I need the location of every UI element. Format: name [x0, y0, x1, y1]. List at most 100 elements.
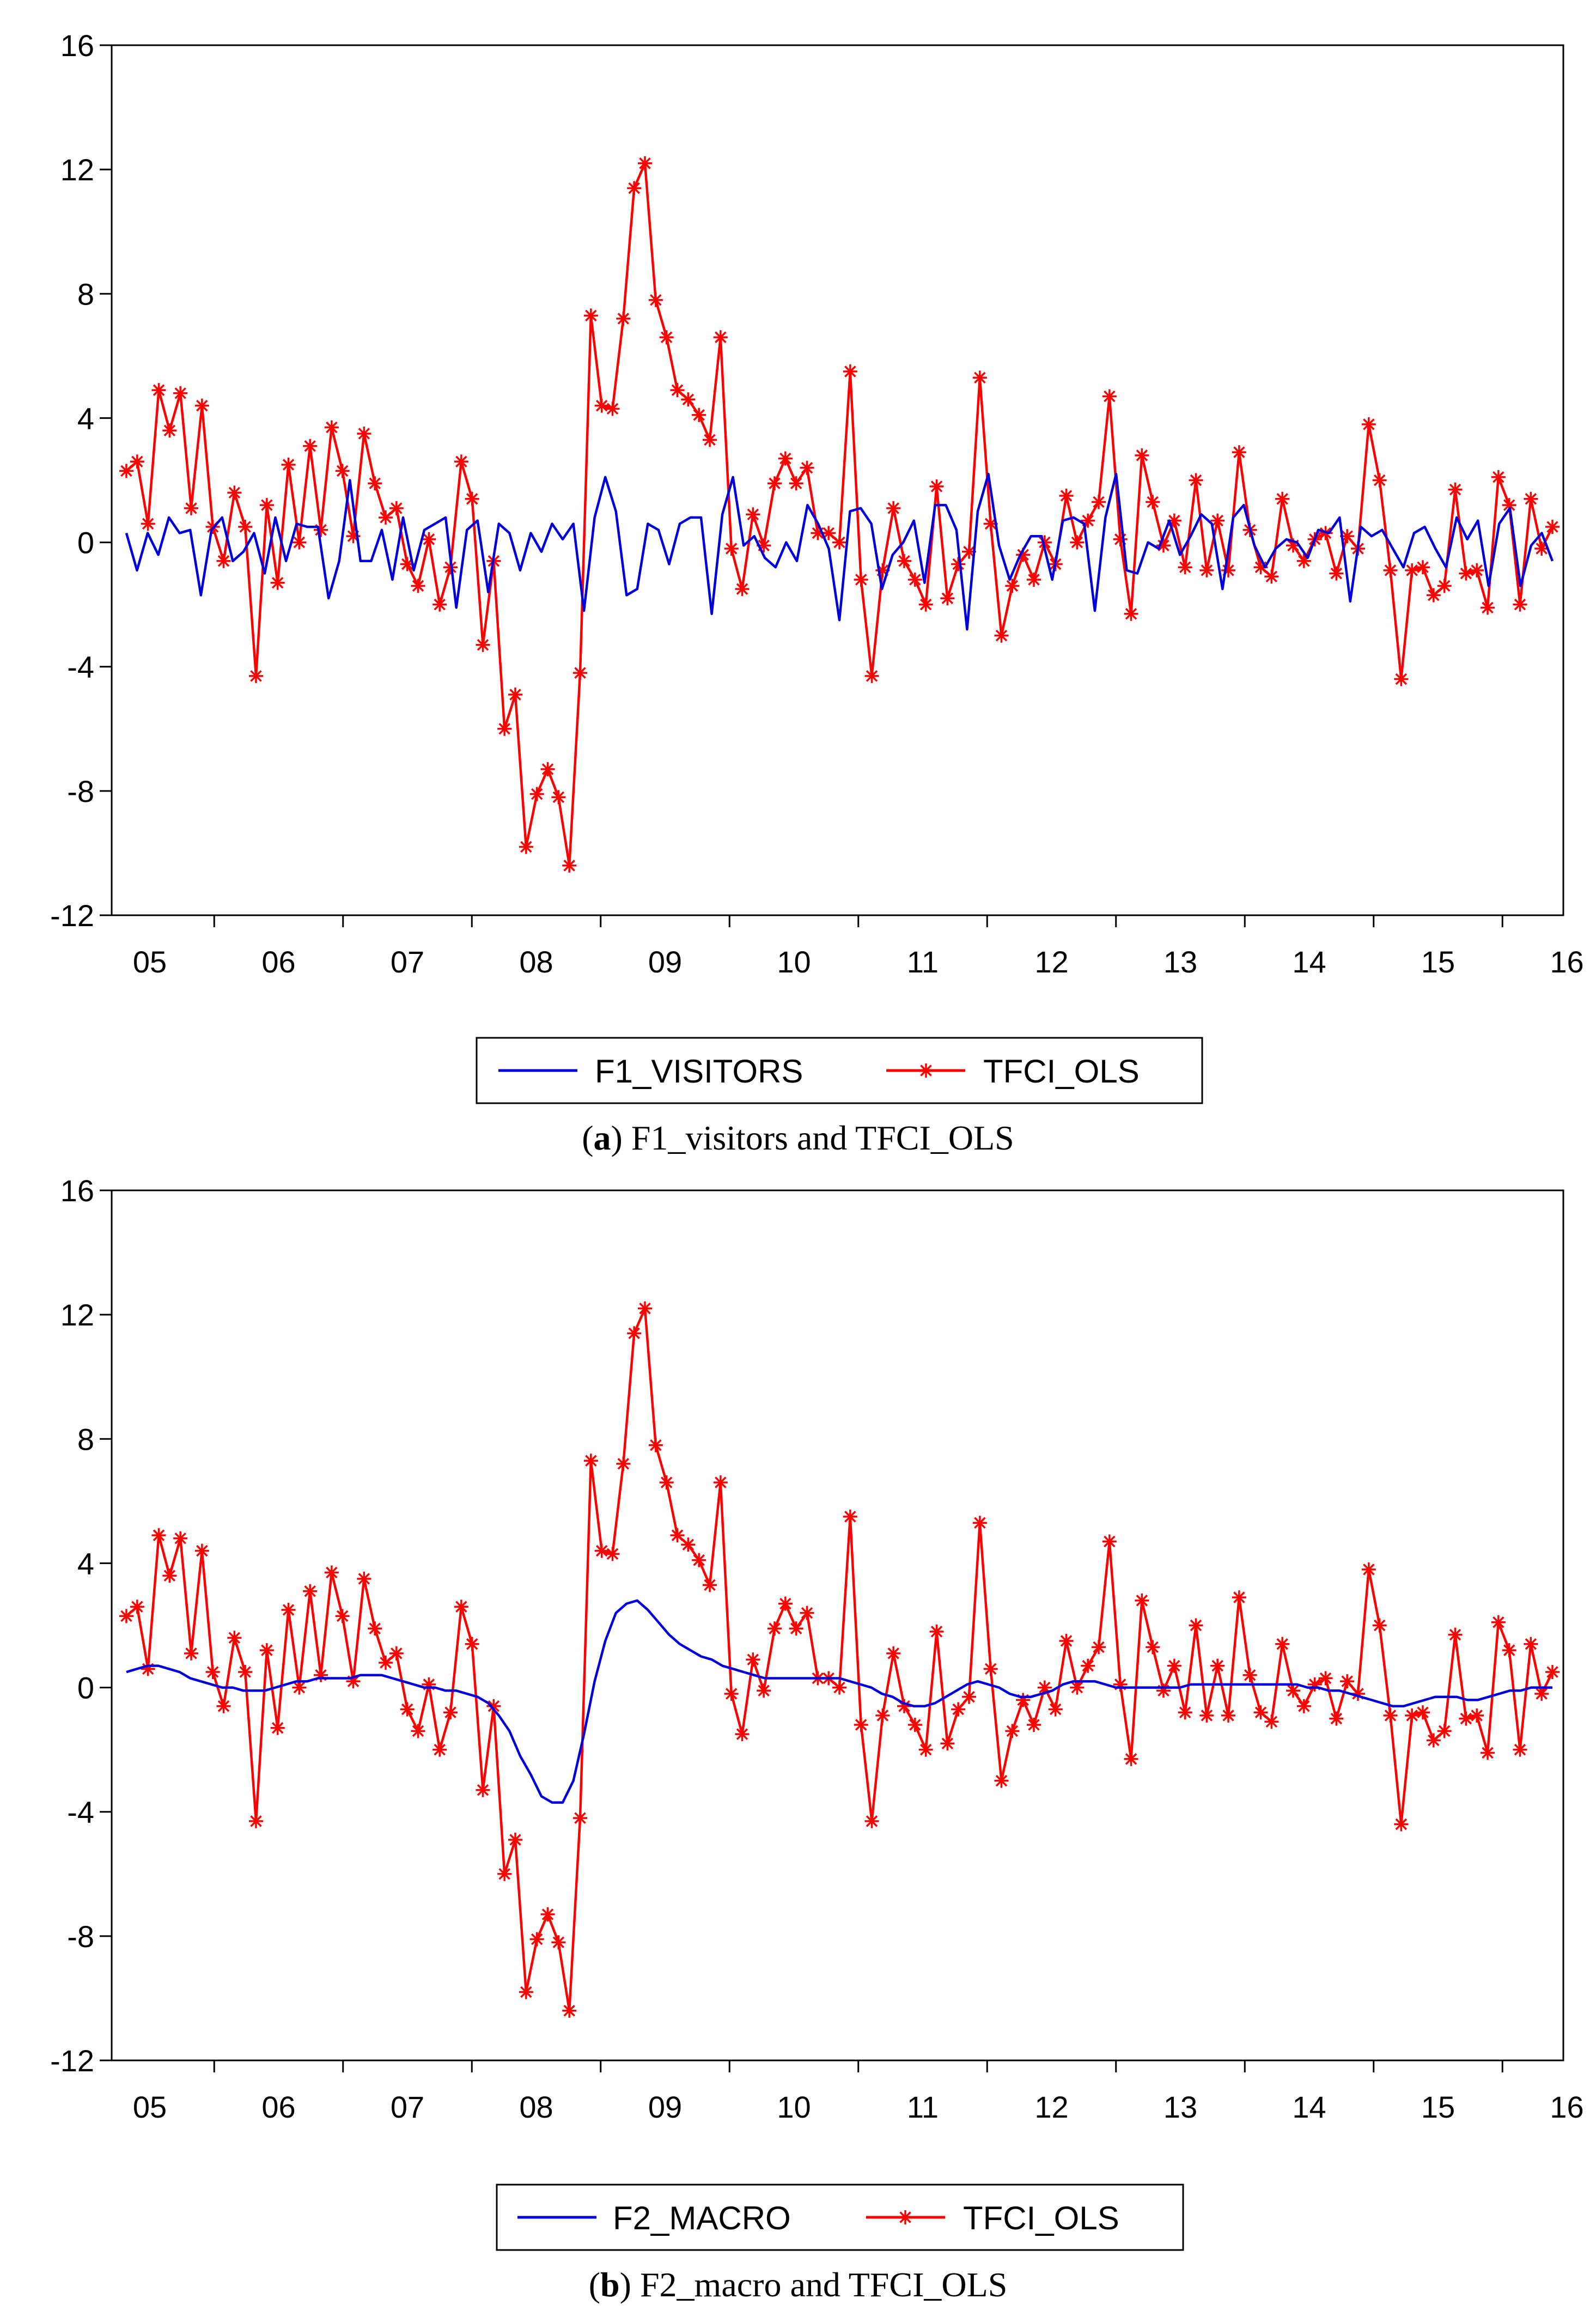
- data-point-tfci-ols: [897, 554, 911, 568]
- x-tick-label: 16: [1550, 2090, 1583, 2124]
- data-point-tfci-ols: [1113, 1677, 1128, 1692]
- data-point-tfci-ols: [1027, 573, 1041, 587]
- data-point-tfci-ols: [843, 364, 857, 379]
- y-tick-label: 8: [77, 1422, 94, 1456]
- data-point-tfci-ols: [324, 1565, 339, 1580]
- data-point-tfci-ols: [1383, 563, 1398, 577]
- data-point-tfci-ols: [422, 532, 436, 546]
- legend-label-f1-visitors: F1_VISITORS: [595, 1053, 803, 1090]
- data-point-tfci-ols: [1264, 569, 1279, 584]
- data-point-tfci-ols: [1199, 563, 1214, 577]
- data-point-tfci-ols: [929, 479, 944, 494]
- x-tick-label: 06: [261, 945, 295, 979]
- data-point-tfci-ols: [659, 1475, 674, 1490]
- data-point-tfci-ols: [583, 308, 598, 323]
- data-point-tfci-ols: [1394, 1817, 1409, 1832]
- data-point-tfci-ols: [162, 423, 177, 438]
- data-point-tfci-ols: [173, 386, 188, 400]
- data-point-tfci-ols: [713, 330, 728, 345]
- data-point-tfci-ols: [854, 573, 868, 587]
- caption-a-text: F1_visitors and TFCI_OLS: [631, 1118, 1014, 1157]
- data-point-tfci-ols: [259, 1643, 274, 1658]
- data-point-tfci-ols: [1048, 1702, 1063, 1717]
- data-point-tfci-ols: [1027, 1718, 1041, 1732]
- y-tick-label: -12: [50, 2044, 94, 2078]
- data-point-tfci-ols: [1329, 1711, 1344, 1726]
- data-point-tfci-ols: [1081, 513, 1095, 528]
- data-point-tfci-ols: [249, 1814, 263, 1828]
- data-point-tfci-ols: [281, 457, 296, 472]
- data-point-tfci-ols: [800, 460, 814, 475]
- data-point-tfci-ols: [1135, 1593, 1149, 1608]
- data-point-tfci-ols: [357, 1571, 371, 1586]
- data-point-tfci-ols: [940, 1736, 955, 1751]
- data-point-tfci-ols: [1264, 1714, 1279, 1729]
- data-point-tfci-ols: [1275, 491, 1290, 506]
- data-point-tfci-ols: [864, 1814, 879, 1828]
- x-tick-label: 10: [777, 945, 811, 979]
- data-point-tfci-ols: [983, 1662, 998, 1676]
- data-point-tfci-ols: [951, 1702, 966, 1717]
- data-point-tfci-ols: [1545, 520, 1560, 534]
- data-point-tfci-ols: [681, 392, 696, 407]
- data-point-tfci-ols: [422, 1677, 436, 1692]
- data-point-tfci-ols: [1005, 1724, 1020, 1738]
- legend-label-tfci-ols: TFCI_OLS: [963, 2200, 1119, 2236]
- data-point-tfci-ols: [411, 1724, 425, 1738]
- data-point-tfci-ols: [1232, 1590, 1246, 1605]
- data-point-tfci-ols: [1361, 417, 1376, 431]
- data-point-tfci-ols: [540, 1907, 555, 1921]
- data-point-tfci-ols: [1481, 600, 1495, 615]
- data-point-tfci-ols: [703, 433, 717, 447]
- data-point-tfci-ols: [162, 1568, 177, 1583]
- legend: F2_MACRO TFCI_OLS: [496, 2184, 1184, 2251]
- data-point-tfci-ols: [573, 666, 587, 680]
- data-point-tfci-ols: [648, 293, 663, 307]
- data-point-tfci-ols: [1426, 1733, 1441, 1748]
- x-tick-label: 07: [391, 2090, 424, 2124]
- caption-b-text: F2_macro and TFCI_OLS: [640, 2265, 1007, 2304]
- data-point-tfci-ols: [1146, 1640, 1160, 1655]
- data-point-tfci-ols: [357, 426, 371, 441]
- data-point-tfci-ols: [1092, 495, 1106, 509]
- data-point-tfci-ols: [400, 1702, 415, 1717]
- data-point-tfci-ols: [713, 1475, 728, 1490]
- data-point-tfci-ols: [551, 1935, 566, 1950]
- data-point-tfci-ols: [270, 575, 285, 590]
- data-point-tfci-ols: [314, 522, 328, 537]
- data-point-tfci-ols: [379, 510, 393, 525]
- data-point-tfci-ols: [778, 1596, 793, 1611]
- series-layer: [119, 156, 1560, 873]
- data-point-tfci-ols: [638, 156, 652, 171]
- data-point-tfci-ols: [832, 535, 846, 550]
- data-point-tfci-ols: [465, 491, 479, 506]
- data-point-tfci-ols: [1426, 588, 1441, 603]
- data-point-tfci-ols: [659, 330, 674, 345]
- data-point-tfci-ols: [119, 1609, 133, 1623]
- data-point-tfci-ols: [616, 1456, 631, 1471]
- series-line-f1-visitors: [125, 472, 1554, 631]
- data-point-tfci-ols: [519, 840, 533, 854]
- data-point-tfci-ols: [1448, 482, 1463, 497]
- data-point-tfci-ols: [1210, 1658, 1225, 1673]
- caption-a-letter: a: [594, 1118, 611, 1157]
- data-point-tfci-ols: [994, 1773, 1009, 1788]
- data-point-tfci-ols: [1524, 1637, 1538, 1651]
- data-point-tfci-ols: [972, 1516, 987, 1530]
- data-point-tfci-ols: [281, 1602, 296, 1617]
- data-point-tfci-ols: [940, 591, 955, 606]
- y-tick-label: -4: [67, 1795, 94, 1829]
- data-point-tfci-ols: [292, 1680, 307, 1695]
- data-point-tfci-ols: [1146, 495, 1160, 509]
- x-tick-label: 14: [1292, 945, 1326, 979]
- data-point-tfci-ols: [1189, 473, 1203, 488]
- data-point-tfci-ols: [194, 398, 209, 413]
- data-point-tfci-ols: [757, 1683, 771, 1698]
- data-point-tfci-ols: [1124, 1752, 1138, 1766]
- x-axis: 05 06 07 08 09 10 11 12 13 14 15 16: [133, 915, 1584, 979]
- data-point-tfci-ols: [692, 408, 706, 422]
- y-tick-label: 16: [60, 1173, 94, 1208]
- plot-frame: [111, 44, 1564, 916]
- data-point-tfci-ols: [627, 181, 642, 196]
